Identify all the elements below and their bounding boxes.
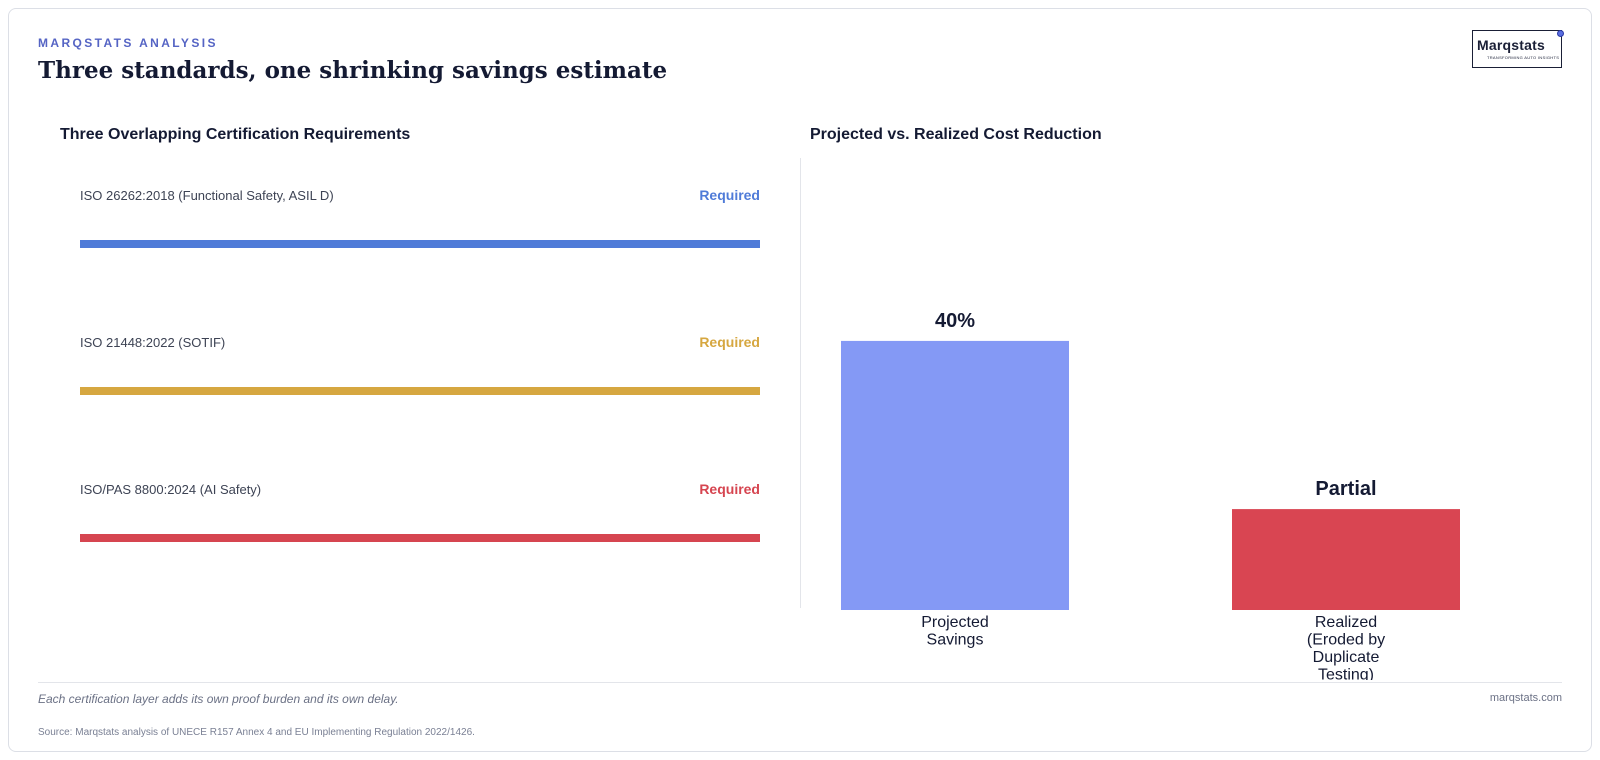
requirement-status: Required xyxy=(699,187,760,203)
logo-wordmark: Marqstats xyxy=(1477,37,1545,53)
chart-title: Projected vs. Realized Cost Reduction xyxy=(810,126,1102,143)
requirements-panel-title: Three Overlapping Certification Requirem… xyxy=(60,126,411,143)
bar-projected xyxy=(841,340,1069,610)
requirement-status: Required xyxy=(699,481,760,497)
marqstats-logo: Marqstats TRANSFORMING AUTO INSIGHTS xyxy=(1472,30,1564,68)
bar-value-label: 40% xyxy=(935,310,975,332)
footer-divider xyxy=(38,682,1562,683)
requirement-label: ISO 21448:2022 (SOTIF) xyxy=(80,335,226,350)
panel-divider xyxy=(800,158,801,608)
bar-value-label: Partial xyxy=(1315,478,1376,500)
requirement-bar xyxy=(80,534,760,542)
bar-realized xyxy=(1232,509,1460,610)
requirement-status: Required xyxy=(699,334,760,350)
source-note: Source: Marqstats analysis of UNECE R157… xyxy=(38,727,475,738)
category-label: Realized (Eroded by Duplicate Testing) xyxy=(1307,614,1385,680)
logo-dot-icon xyxy=(1557,30,1564,37)
page-title: Three standards, one shrinking savings e… xyxy=(38,57,668,84)
requirement-bar xyxy=(80,240,760,248)
requirement-label: ISO 26262:2018 (Functional Safety, ASIL … xyxy=(80,188,334,203)
requirement-bar xyxy=(80,387,760,395)
requirement-row: ISO/PAS 8800:2024 (AI Safety) Required xyxy=(80,481,760,542)
cost-reduction-bar-chart: 40% Projected Savings Partial Realized (Erode… xyxy=(841,310,1460,680)
site-link: marqstats.com xyxy=(1489,692,1562,704)
category-label: Projected Savings xyxy=(921,614,989,649)
requirement-label: ISO/PAS 8800:2024 (AI Safety) xyxy=(80,482,262,497)
requirement-row: ISO 21448:2022 (SOTIF) Required xyxy=(80,334,760,395)
eyebrow-label: MARQSTATS ANALYSIS xyxy=(38,36,218,50)
requirement-row: ISO 26262:2018 (Functional Safety, ASIL … xyxy=(80,187,760,248)
logo-tagline: TRANSFORMING AUTO INSIGHTS xyxy=(1487,55,1560,60)
footnote: Each certification layer adds its own pr… xyxy=(38,692,399,706)
